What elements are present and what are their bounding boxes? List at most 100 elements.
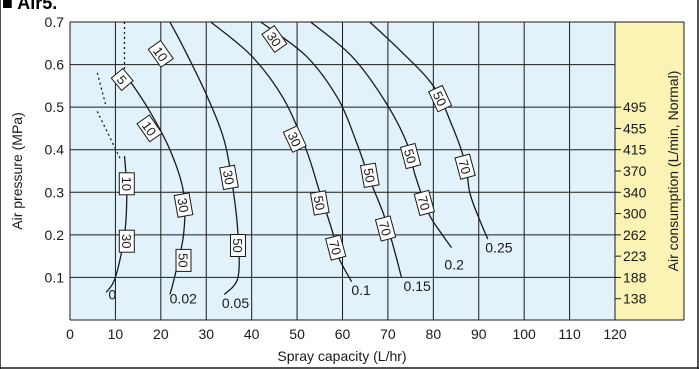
y2-tick-label: 415 — [623, 142, 647, 158]
y-tick-label: 0.2 — [45, 227, 65, 243]
x-tick-label: 30 — [198, 326, 214, 342]
y-tick-label: 0.5 — [45, 99, 65, 115]
x-tick-label: 20 — [153, 326, 169, 342]
curve-annotation: 10 — [118, 172, 135, 196]
x-tick-label: 0 — [66, 326, 74, 342]
x-axis-label: Spray capacity (L/hr) — [277, 348, 406, 364]
annotation-label: 30 — [174, 197, 191, 214]
series-label: 0.05 — [222, 295, 249, 311]
curve-annotation: 50 — [427, 84, 453, 113]
annotation-label: 70 — [326, 239, 344, 257]
curve-annotation: 70 — [413, 189, 436, 217]
x-tick-label: 10 — [108, 326, 124, 342]
curve-annotation: 70 — [374, 215, 397, 242]
curve-annotation: 70 — [454, 153, 476, 180]
air-consumption-panel — [615, 22, 684, 320]
y2-tick-label: 370 — [623, 163, 647, 179]
annotation-box — [110, 67, 134, 92]
annotation-label: 70 — [415, 194, 433, 212]
curve-annotation: 30 — [282, 125, 307, 153]
y-tick-label: 0.7 — [45, 14, 65, 30]
annotation-label: 10 — [150, 44, 171, 64]
y-tick-label: 0.6 — [45, 57, 65, 73]
y-tick-label: 0.1 — [45, 269, 65, 285]
annotation-label: 30 — [220, 169, 237, 186]
y2-tick-label: 188 — [623, 269, 647, 285]
x-tick-label: 90 — [471, 326, 487, 342]
annotation-label: 50 — [230, 238, 245, 252]
annotation-box — [309, 190, 330, 216]
annotation-label: 50 — [401, 147, 419, 165]
annotation-box — [427, 84, 453, 113]
series-label: 0.02 — [170, 291, 197, 307]
annotation-box — [282, 125, 307, 153]
series-label: 0.1 — [351, 282, 371, 298]
series-dotted-extension — [96, 111, 121, 159]
x-tick-label: 80 — [426, 326, 442, 342]
y-axis-label: Air pressure (MPa) — [9, 112, 25, 229]
y2-tick-label: 455 — [623, 120, 647, 136]
annotation-label: 10 — [139, 118, 160, 138]
header-fragment: ■ Air5. — [2, 0, 57, 13]
x-tick-label: 50 — [289, 326, 305, 342]
annotation-label: 70 — [456, 158, 474, 176]
curve-annotation: 50 — [309, 190, 330, 216]
annotation-box — [173, 192, 194, 218]
annotation-label: 10 — [119, 177, 134, 191]
y2-tick-label: 340 — [623, 184, 647, 200]
series-line — [260, 21, 403, 278]
curve-annotation: 50 — [359, 162, 380, 189]
curve-annotation: 70 — [324, 234, 347, 261]
annotation-box — [136, 114, 163, 143]
annotation-box — [219, 164, 239, 191]
annotation-box — [261, 24, 288, 54]
x-tick-label: 60 — [335, 326, 351, 342]
annotation-box — [118, 229, 135, 253]
series-label: 0.15 — [404, 278, 431, 294]
annotation-label: 70 — [376, 220, 394, 238]
y-tick-label: 0.4 — [45, 142, 65, 158]
annotation-box — [147, 39, 174, 68]
curve-annotation: 30 — [261, 24, 288, 54]
series-label: 0.25 — [485, 240, 512, 256]
curve-annotation: 50 — [399, 142, 422, 170]
annotation-box — [454, 153, 476, 180]
annotation-box — [359, 162, 380, 189]
annotation-label: 30 — [284, 130, 304, 149]
y2-tick-label: 223 — [623, 248, 647, 264]
x-tick-label: 40 — [244, 326, 260, 342]
x-tick-label: 110 — [558, 326, 581, 342]
curve-annotation: 50 — [230, 234, 246, 257]
annotation-label: 50 — [430, 89, 450, 108]
annotation-box — [118, 172, 135, 196]
curve-annotation: 30 — [219, 164, 239, 191]
y2-tick-label: 495 — [623, 99, 647, 115]
annotation-label: 50 — [176, 253, 191, 267]
y-tick-label: 0.3 — [45, 184, 65, 200]
y2-tick-label: 300 — [623, 206, 647, 222]
x-tick-label: 70 — [380, 326, 396, 342]
tick-labels: 0 10 20 30 40 50 60 70 80 90 100 110 1200.10.20.30.4… — [45, 14, 647, 342]
x-tick-label: 120 — [603, 326, 627, 342]
annotations: 10 5 10 10 30 30 50 30 50 30 30 50 70 50 70 50 70 50 70 — [110, 24, 476, 272]
curve-annotation: 30 — [118, 229, 135, 253]
curve-annotation: 50 — [175, 248, 192, 272]
curve-annotation: 5 — [110, 67, 134, 92]
annotation-label: 30 — [264, 29, 285, 49]
series-label: 0.2 — [444, 257, 464, 273]
y2-tick-label: 262 — [623, 227, 647, 243]
curve-annotation: 30 — [173, 192, 194, 218]
grid — [69, 21, 621, 321]
annotation-box — [413, 189, 436, 217]
series-label: 0 — [108, 286, 116, 302]
x-tick-label: 100 — [512, 326, 536, 342]
curve-annotation: 10 — [136, 114, 163, 143]
series-line — [369, 21, 489, 240]
annotation-box — [374, 215, 397, 242]
y2-axis-label: Air consumption (L/min, Normal) — [665, 71, 681, 272]
series-line — [123, 72, 186, 295]
annotation-label: 50 — [361, 167, 378, 184]
annotation-label: 50 — [311, 195, 328, 212]
curve-annotation: 10 — [147, 39, 174, 68]
